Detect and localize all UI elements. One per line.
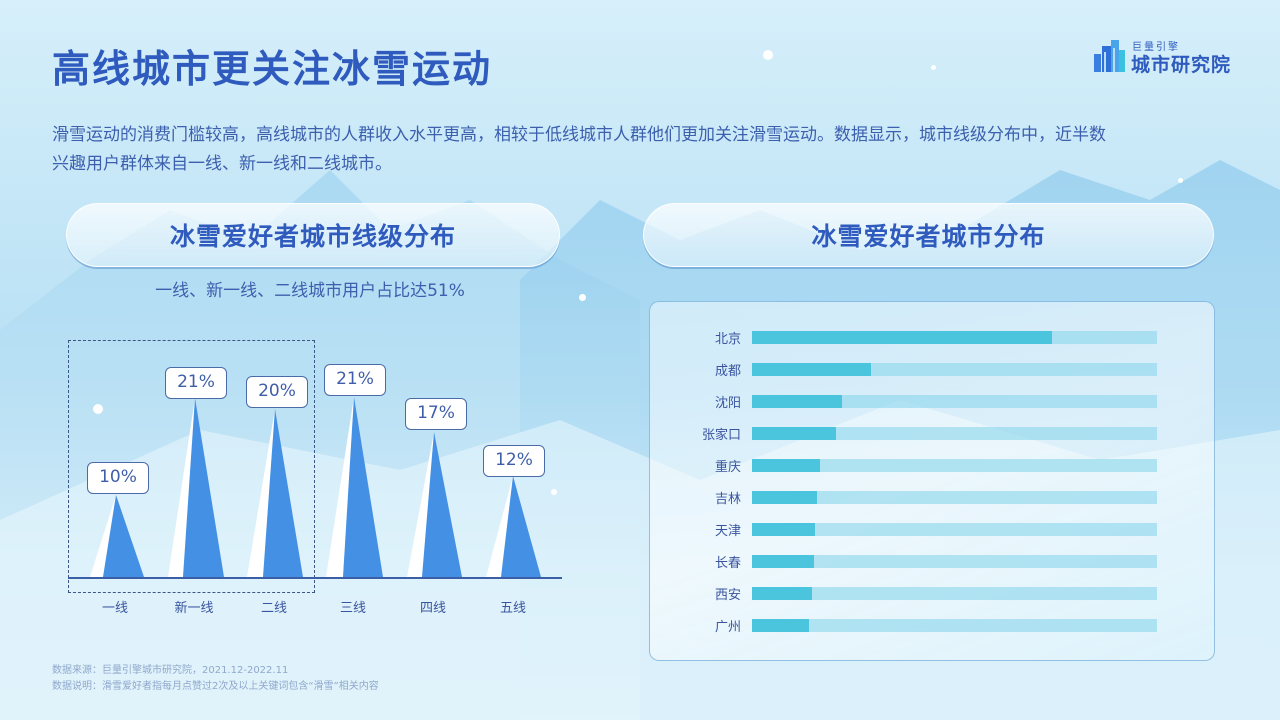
value-label: 20% [246, 376, 308, 408]
bar-fill [752, 555, 814, 568]
intro-line-1: 滑雪运动的消费门槛较高，高线城市的人群收入水平更高，相较于低线城市人群他们更加关… [52, 125, 1106, 145]
buildings-icon [1094, 40, 1125, 72]
x-axis-label: 一线 [101, 601, 128, 616]
bar-fill [752, 587, 812, 600]
left-panel-title: 冰雪爱好者城市线级分布 [66, 203, 560, 267]
bar-fill [752, 491, 818, 504]
triangle-tier3 [326, 397, 354, 577]
bar-track [752, 363, 1157, 376]
city-bar-row: 北京 [650, 331, 1214, 347]
snowflake [1178, 178, 1183, 183]
city-bar-row: 吉林 [650, 491, 1214, 507]
bar-fill [752, 619, 810, 632]
bar-fill [752, 331, 1052, 344]
logo-brand-small: 巨量引擎 [1132, 42, 1180, 53]
snowflake [579, 294, 586, 301]
city-name: 吉林 [714, 492, 741, 507]
bar-fill [752, 523, 815, 536]
x-axis-label: 新一线 [174, 601, 214, 616]
value-label: 10% [87, 462, 149, 494]
city-bar-row: 广州 [650, 619, 1214, 635]
snowflake [551, 489, 557, 495]
city-bar-row: 西安 [650, 587, 1214, 603]
city-name: 天津 [714, 524, 741, 539]
page-title: 高线城市更关注冰雪运动 [52, 47, 493, 91]
bar-track [752, 331, 1157, 344]
x-axis-label: 三线 [339, 601, 366, 616]
value-label: 21% [165, 367, 227, 399]
bar-track [752, 555, 1157, 568]
tier-triangle-chart [90, 397, 541, 577]
data-source: 数据来源：巨量引擎城市研究院，2021.12-2022.11 [52, 665, 289, 676]
logo-brand-big: 城市研究院 [1131, 54, 1232, 76]
value-label: 12% [483, 445, 545, 477]
bar-track [752, 587, 1157, 600]
intro-paragraph: 滑雪运动的消费门槛较高，高线城市的人群收入水平更高，相较于低线城市人群他们更加关… [52, 121, 1242, 179]
left-panel-subtitle: 一线、新一线、二线城市用户占比达51% [155, 281, 465, 301]
triangle-tier1 [90, 495, 116, 577]
brand-logo: 巨量引擎 城市研究院 [1094, 36, 1244, 76]
bar-track [752, 395, 1157, 408]
triangle-tier5 [486, 476, 513, 577]
city-distribution-panel: 北京 成都 沈阳 张家口 重庆 吉林 天津 长春 西安 广州 [649, 301, 1215, 661]
city-bar-row: 天津 [650, 523, 1214, 539]
x-axis-label: 四线 [419, 601, 446, 616]
triangle-tier-new1 [168, 398, 195, 577]
value-label: 21% [324, 364, 386, 396]
city-bar-row: 成都 [650, 363, 1214, 379]
city-name: 沈阳 [714, 396, 741, 411]
bar-track [752, 459, 1157, 472]
city-bar-row: 长春 [650, 555, 1214, 571]
intro-line-2: 兴趣用户群体来自一线、新一线和二线城市。 [52, 154, 392, 174]
city-bar-row: 重庆 [650, 459, 1214, 475]
chart-baseline [68, 577, 562, 579]
data-note: 数据说明：滑雪爱好者指每月点赞过2次及以上关键词包含“滑雪”相关内容 [52, 681, 379, 692]
bar-fill [752, 459, 821, 472]
city-name: 广州 [714, 620, 741, 635]
triangle-tier2 [247, 409, 275, 577]
city-name: 重庆 [714, 460, 741, 475]
highlight-dashed-box [68, 340, 315, 593]
bar-track [752, 427, 1157, 440]
city-bar-row: 沈阳 [650, 395, 1214, 411]
city-name: 长春 [714, 556, 741, 571]
bar-fill [752, 395, 842, 408]
value-label: 17% [405, 398, 467, 430]
city-bar-row: 张家口 [650, 427, 1214, 443]
city-name: 西安 [714, 588, 741, 603]
bar-fill [752, 363, 872, 376]
bar-track [752, 523, 1157, 536]
city-name: 成都 [714, 364, 741, 379]
x-axis-label: 五线 [499, 601, 526, 616]
bar-fill [752, 427, 837, 440]
footer-notes: 数据来源：巨量引擎城市研究院，2021.12-2022.11 数据说明：滑雪爱好… [52, 663, 379, 695]
bar-track [752, 619, 1157, 632]
right-panel-title: 冰雪爱好者城市分布 [643, 203, 1214, 267]
snowflake [763, 50, 773, 60]
snowflake [931, 65, 936, 70]
city-name: 张家口 [701, 428, 741, 443]
bar-track [752, 491, 1157, 504]
triangle-tier4 [407, 432, 434, 577]
snowflake [93, 404, 103, 414]
city-name: 北京 [714, 332, 741, 347]
x-axis-label: 二线 [260, 601, 287, 616]
